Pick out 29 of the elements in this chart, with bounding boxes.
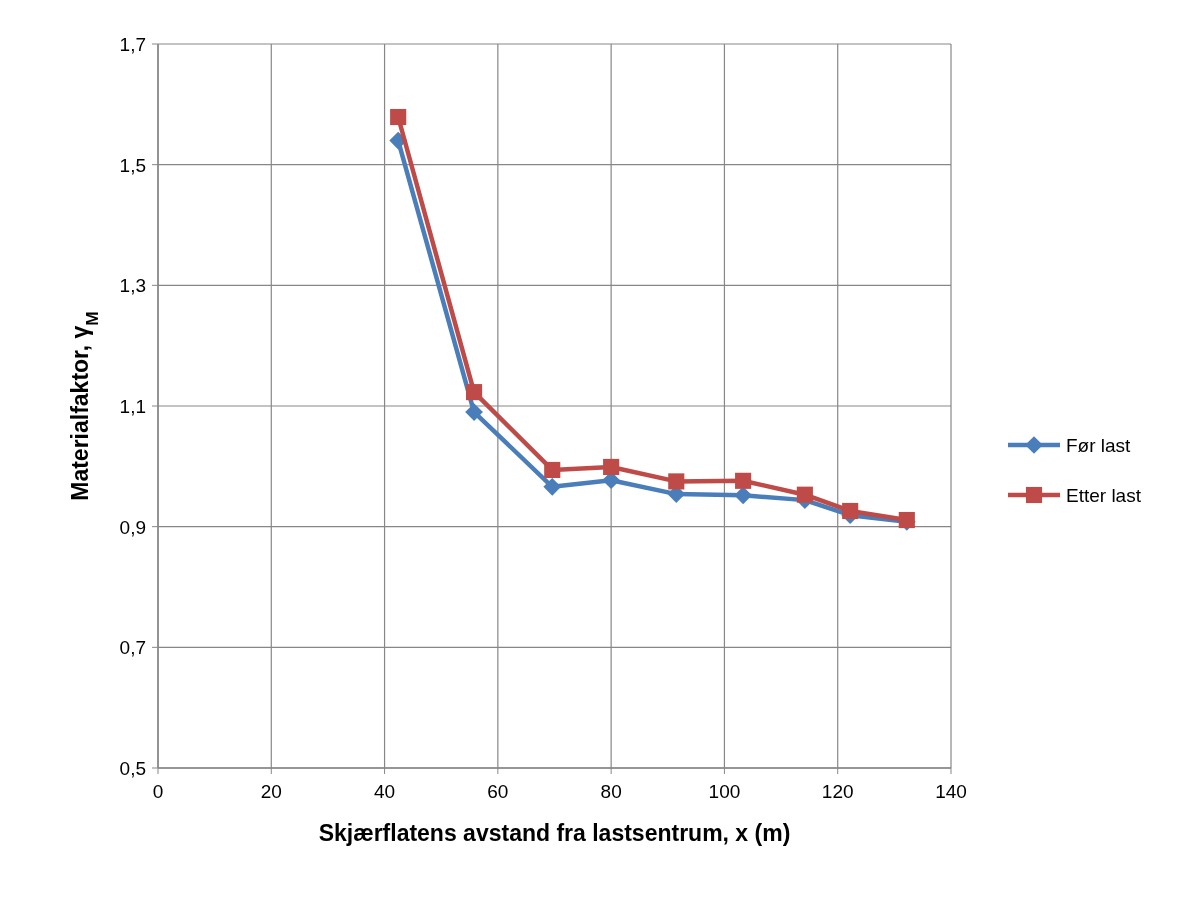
y-tick-label: 1,1 [119, 396, 146, 417]
point [544, 461, 561, 479]
point [735, 472, 752, 489]
x-tick-label: 140 [935, 781, 967, 802]
point [465, 403, 483, 421]
y-tick-label: 1,5 [119, 154, 146, 176]
point [390, 108, 407, 126]
x-tick-label: 0 [152, 781, 164, 802]
legend-label: Etter last [1066, 485, 1142, 506]
y-tick-label: 0,5 [119, 758, 146, 779]
y-tick-label: 1,3 [119, 275, 146, 297]
x-tick-label: 20 [260, 781, 282, 802]
x-axis-title: Skjærflatens avstand fra lastsentrum, x (m) [318, 820, 791, 846]
y-tick-label: 1,7 [119, 34, 146, 55]
x-tick-label: 40 [374, 781, 396, 802]
point [466, 384, 483, 401]
point [796, 486, 813, 503]
point [734, 486, 752, 505]
x-tick-label: 100 [708, 781, 741, 802]
x-tick-label: 120 [821, 781, 854, 802]
point [842, 502, 859, 520]
point [543, 477, 562, 496]
legend-label: Før last [1066, 435, 1132, 456]
x-tick-label: 60 [487, 781, 509, 802]
point [668, 473, 685, 490]
y-tick-label: 0,7 [119, 637, 146, 659]
x-tick-label: 80 [600, 781, 622, 802]
point [603, 458, 620, 475]
y-tick-label: 0,9 [119, 516, 146, 538]
